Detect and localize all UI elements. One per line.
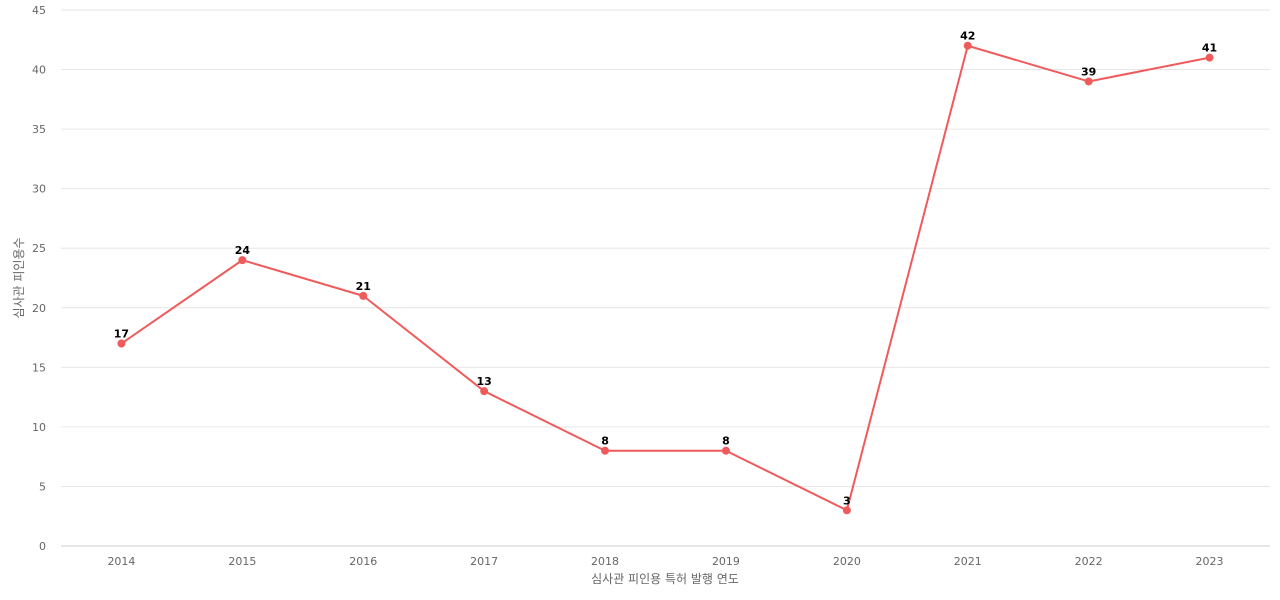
data-point[interactable] [238,256,247,265]
y-axis-ticks: 0 5 10 15 20 25 30 35 40 45 [32,4,46,553]
data-label: 41 [1202,42,1217,55]
y-tick-label: 25 [32,242,46,255]
data-point[interactable] [601,446,610,455]
data-label: 17 [114,328,129,341]
series-line [120,44,1210,512]
data-point[interactable] [117,339,126,348]
grid-layer [61,9,1270,547]
data-label: 24 [235,244,251,257]
data-label-layer: 17 24 21 13 8 8 3 42 39 41 [114,30,1217,508]
y-tick-label: 0 [39,540,46,553]
x-tick-label: 2022 [1075,555,1103,568]
data-point[interactable] [1205,53,1214,62]
series-layer [117,41,1214,515]
data-label: 8 [601,435,609,448]
x-tick-label: 2023 [1196,555,1224,568]
x-tick-label: 2016 [349,555,377,568]
x-tick-label: 2021 [954,555,982,568]
y-axis-title: 심사관 피인용수 [12,237,26,318]
x-tick-label: 2017 [470,555,498,568]
x-tick-label: 2015 [228,555,256,568]
y-tick-label: 20 [32,302,46,315]
y-tick-label: 30 [32,183,46,196]
data-point[interactable] [842,506,851,515]
data-label: 13 [476,375,491,388]
data-label: 42 [960,30,975,43]
data-point[interactable] [480,387,489,396]
x-axis-title: 심사관 피인용 특허 발행 연도 [591,571,739,586]
data-point[interactable] [721,446,730,455]
y-tick-label: 40 [32,64,46,77]
y-tick-label: 15 [32,361,46,374]
data-point[interactable] [359,291,368,300]
y-tick-label: 35 [32,123,46,136]
y-tick-label: 10 [32,421,46,434]
x-tick-label: 2019 [712,555,740,568]
x-tick-label: 2020 [833,555,861,568]
data-point[interactable] [1084,77,1093,86]
y-tick-label: 5 [39,480,46,493]
data-point[interactable] [963,41,972,50]
x-tick-label: 2018 [591,555,619,568]
data-label: 8 [722,435,730,448]
y-tick-label: 45 [32,4,46,17]
data-label: 3 [843,494,851,507]
data-label: 39 [1081,65,1096,78]
data-label: 21 [356,280,371,293]
x-tick-label: 2014 [107,555,135,568]
x-axis-ticks: 2014 2015 2016 2017 2018 2019 2020 2021 2022 2023 [107,555,1223,568]
